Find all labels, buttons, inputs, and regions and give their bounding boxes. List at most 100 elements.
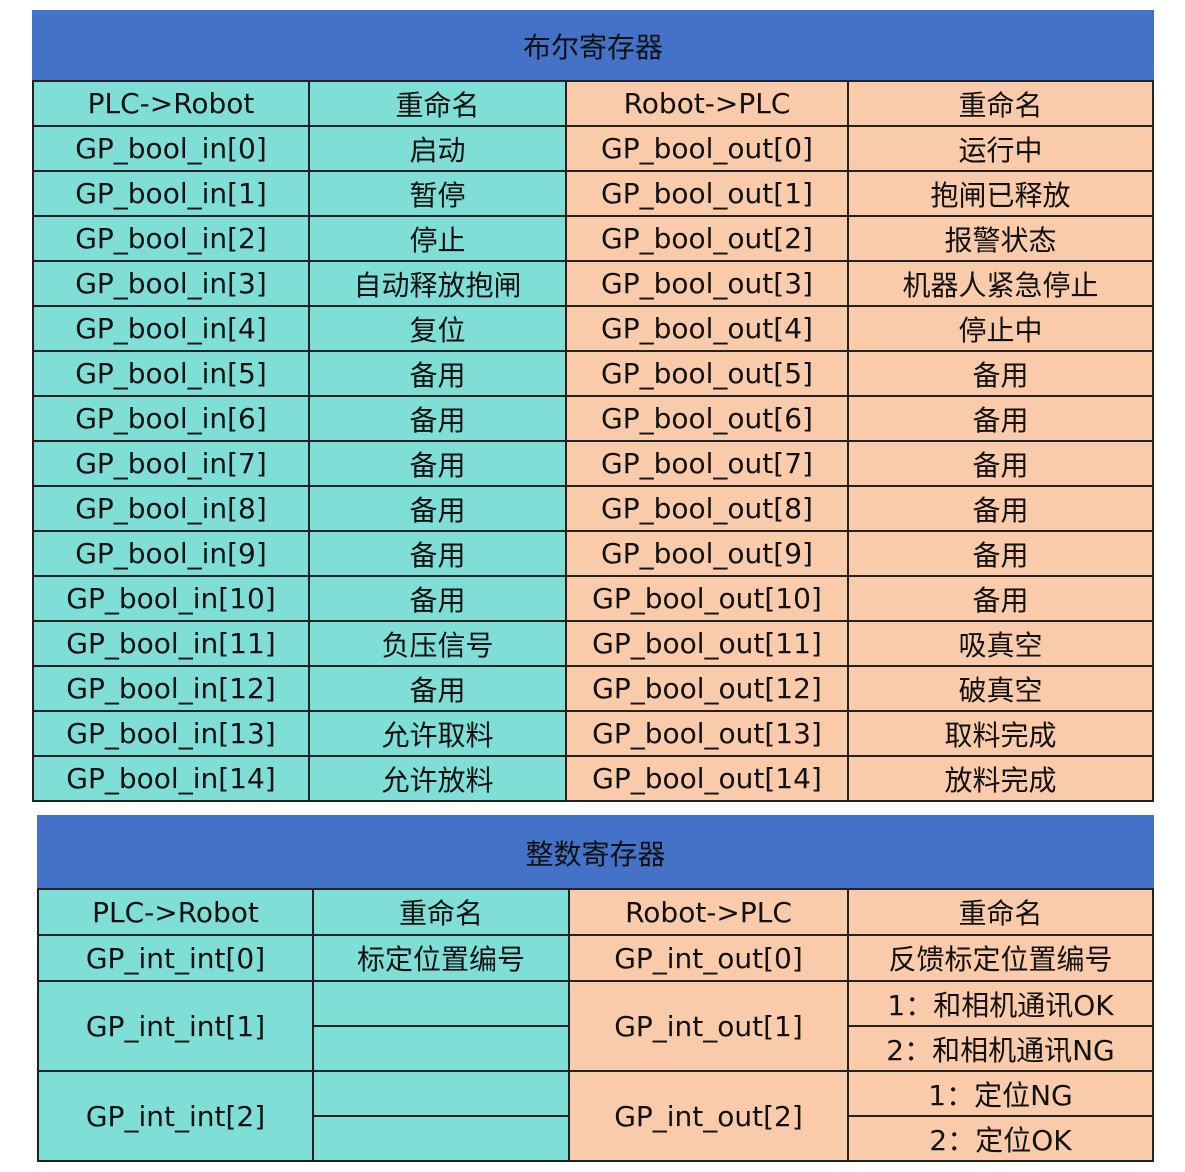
table-row: GP_int_int[2] GP_int_out[2] 1：定位NG: [37, 1070, 1155, 1162]
table-cell: 停止: [308, 215, 567, 262]
table-cell: 停止中: [846, 305, 1155, 352]
table-cell: GP_bool_out[13]: [565, 710, 849, 757]
table-cell: GP_int_int[1]: [37, 980, 314, 1072]
table-row: GP_bool_in[4] 复位 GP_bool_out[4] 停止中: [32, 305, 1155, 352]
table-cell: GP_int_out[1]: [568, 980, 849, 1072]
table-cell: 吸真空: [846, 620, 1155, 667]
table-row: GP_bool_in[7] 备用 GP_bool_out[7] 备用: [32, 440, 1155, 487]
table-cell: GP_bool_out[10]: [565, 575, 849, 622]
table-cell: GP_bool_in[12]: [32, 665, 310, 712]
header-row: PLC->Robot 重命名 Robot->PLC 重命名: [32, 80, 1155, 127]
table-cell: 备用: [846, 350, 1155, 397]
table-cell: 备用: [308, 440, 567, 487]
table-cell: GP_bool_out[6]: [565, 395, 849, 442]
table-row: GP_int_int[0] 标定位置编号 GP_int_out[0] 反馈标定位置编号: [37, 934, 1155, 982]
table-cell: GP_bool_out[7]: [565, 440, 849, 487]
table-cell: 重命名: [308, 80, 567, 127]
table-cell: 启动: [308, 125, 567, 172]
table-row: GP_bool_in[6] 备用 GP_bool_out[6] 备用: [32, 395, 1155, 442]
table-cell: 备用: [308, 350, 567, 397]
table-cell: 备用: [846, 485, 1155, 532]
table-title: 布尔寄存器: [31, 10, 1155, 82]
table-cell: 备用: [308, 530, 567, 577]
table-cell: GP_bool_in[4]: [32, 305, 310, 352]
table-cell: 备用: [308, 575, 567, 622]
table-cell: 允许取料: [308, 710, 567, 757]
table-row: GP_bool_in[11] 负压信号 GP_bool_out[11] 吸真空: [32, 620, 1155, 667]
table-cell: 备用: [308, 485, 567, 532]
table-cell: 备用: [846, 395, 1155, 442]
table-cell: GP_bool_in[3]: [32, 260, 310, 307]
table-cell: GP_bool_in[2]: [32, 215, 310, 262]
table-cell: 重命名: [846, 888, 1155, 936]
table-cell: GP_bool_in[0]: [32, 125, 310, 172]
table-cell: 备用: [308, 665, 567, 712]
table-row: GP_bool_in[10] 备用 GP_bool_out[10] 备用: [32, 575, 1155, 622]
table-row: GP_bool_in[13] 允许取料 GP_bool_out[13] 取料完成: [32, 710, 1155, 757]
table-cell: [312, 1115, 570, 1162]
table-row: GP_bool_in[12] 备用 GP_bool_out[12] 破真空: [32, 665, 1155, 712]
table-cell: GP_bool_in[9]: [32, 530, 310, 577]
table-cell: 1：和相机通讯OK: [846, 980, 1155, 1027]
table-cell: GP_bool_in[1]: [32, 170, 310, 217]
table-cell: 运行中: [846, 125, 1155, 172]
table-cell: 备用: [846, 530, 1155, 577]
table-cell: 备用: [846, 440, 1155, 487]
table-cell: GP_bool_out[2]: [565, 215, 849, 262]
table-cell: 备用: [846, 575, 1155, 622]
table-cell: [312, 1070, 570, 1117]
header-row: PLC->Robot 重命名 Robot->PLC 重命名: [37, 888, 1155, 936]
table-cell: GP_bool_in[6]: [32, 395, 310, 442]
table-cell: Robot->PLC: [565, 80, 849, 127]
table-cell: GP_bool_out[11]: [565, 620, 849, 667]
table-cell: GP_bool_in[13]: [32, 710, 310, 757]
table-cell: GP_int_out[2]: [568, 1070, 849, 1162]
table-cell: GP_bool_out[14]: [565, 755, 849, 802]
table-row: GP_bool_in[8] 备用 GP_bool_out[8] 备用: [32, 485, 1155, 532]
table-cell: GP_bool_out[12]: [565, 665, 849, 712]
table-cell: 重命名: [846, 80, 1155, 127]
table-row: GP_bool_in[9] 备用 GP_bool_out[9] 备用: [32, 530, 1155, 577]
table-row: GP_bool_in[5] 备用 GP_bool_out[5] 备用: [32, 350, 1155, 397]
table-row: GP_bool_in[14] 允许放料 GP_bool_out[14] 放料完成: [32, 755, 1155, 802]
table-cell: 重命名: [312, 888, 570, 936]
table-cell: 放料完成: [846, 755, 1155, 802]
table-cell: 允许放料: [308, 755, 567, 802]
table-cell: 抱闸已释放: [846, 170, 1155, 217]
table-cell: Robot->PLC: [568, 888, 849, 936]
table-cell: 机器人紧急停止: [846, 260, 1155, 307]
table-cell: 2：和相机通讯NG: [846, 1025, 1155, 1072]
table-subrow: 2：定位OK: [38, 1115, 1155, 1162]
table-row: GP_int_int[1] GP_int_out[1] 1：和相机通讯OK: [37, 980, 1155, 1072]
table-cell: GP_int_out[0]: [568, 934, 849, 982]
table-cell: GP_bool_in[11]: [32, 620, 310, 667]
table-title: 整数寄存器: [36, 815, 1155, 890]
table-cell: GP_bool_in[7]: [32, 440, 310, 487]
table-cell: [312, 1025, 570, 1072]
table-cell: GP_bool_in[10]: [32, 575, 310, 622]
table-row: GP_bool_in[2] 停止 GP_bool_out[2] 报警状态: [32, 215, 1155, 262]
table-cell: GP_bool_in[14]: [32, 755, 310, 802]
table-cell: PLC->Robot: [32, 80, 310, 127]
table-row: GP_bool_in[1] 暂停 GP_bool_out[1] 抱闸已释放: [32, 170, 1155, 217]
table-cell: GP_bool_out[4]: [565, 305, 849, 352]
table-cell: 2：定位OK: [846, 1115, 1155, 1162]
table-cell: 反馈标定位置编号: [846, 934, 1155, 982]
int-register-table: 整数寄存器 PLC->Robot 重命名 Robot->PLC 重命名 GP_int_i…: [36, 815, 1155, 1162]
table-cell: GP_int_int[0]: [37, 934, 314, 982]
table-cell: GP_bool_in[8]: [32, 485, 310, 532]
table-cell: GP_bool_out[5]: [565, 350, 849, 397]
table-cell: PLC->Robot: [37, 888, 314, 936]
table-cell: 复位: [308, 305, 567, 352]
table-cell: GP_bool_out[9]: [565, 530, 849, 577]
table-cell: GP_bool_out[0]: [565, 125, 849, 172]
table-cell: 暂停: [308, 170, 567, 217]
bool-register-table: 布尔寄存器 PLC->Robot 重命名 Robot->PLC 重命名 GP_bool_…: [31, 10, 1155, 802]
table-cell: 报警状态: [846, 215, 1155, 262]
table-cell: GP_bool_out[8]: [565, 485, 849, 532]
table-cell: GP_bool_in[5]: [32, 350, 310, 397]
table-cell: [312, 980, 570, 1027]
table-cell: 备用: [308, 395, 567, 442]
table-cell: 负压信号: [308, 620, 567, 667]
table-cell: GP_bool_out[3]: [565, 260, 849, 307]
